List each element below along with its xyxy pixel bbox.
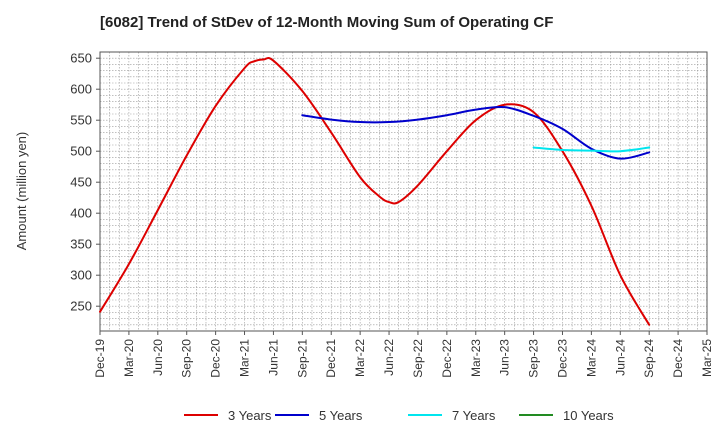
x-tick-label: Mar-23 xyxy=(469,339,483,377)
legend-label: 10 Years xyxy=(563,407,614,423)
chart-title: [6082] Trend of StDev of 12-Month Moving… xyxy=(100,14,554,31)
legend-label: 5 Years xyxy=(319,407,363,423)
y-tick-label: 450 xyxy=(70,175,92,190)
x-tick-label: Dec-21 xyxy=(324,339,338,378)
x-tick-label: Dec-24 xyxy=(671,339,685,378)
legend: 3 Years 5 Years 7 Years 10 Years xyxy=(0,404,720,426)
x-tick-label: Jun-22 xyxy=(382,339,396,376)
x-tick-label: Mar-25 xyxy=(700,339,714,377)
legend-swatch xyxy=(408,414,442,416)
series-line-3-years xyxy=(99,56,651,326)
y-tick-label: 600 xyxy=(70,82,92,97)
x-tick-label: Dec-22 xyxy=(440,339,454,378)
chart-plot: 250 300 350 400 450 500 550 600 650 Dec-19 Mar-20 J… xyxy=(70,51,714,378)
legend-swatch xyxy=(275,414,309,416)
x-tick-label: Jun-23 xyxy=(498,339,512,376)
legend-label: 3 Years xyxy=(228,407,272,423)
x-tick-label: Sep-24 xyxy=(642,339,656,378)
x-tick-label: Mar-21 xyxy=(238,339,252,377)
plot-frame xyxy=(99,51,708,332)
y-tick-label: 550 xyxy=(70,113,92,128)
x-tick-label: Sep-22 xyxy=(411,339,425,378)
y-tick-label: 350 xyxy=(70,237,92,252)
x-tick-label: Dec-23 xyxy=(555,339,569,378)
x-tick-label: Sep-23 xyxy=(527,339,541,378)
y-tick-label: 250 xyxy=(70,299,92,314)
legend-swatch xyxy=(519,414,553,416)
legend-item-5-years: 5 Years xyxy=(275,404,362,426)
x-tick-label: Sep-21 xyxy=(295,339,309,378)
y-tick-label: 500 xyxy=(70,144,92,159)
x-tick-label: Mar-24 xyxy=(584,339,598,377)
y-tick-label: 300 xyxy=(70,268,92,283)
x-tick-label: Sep-20 xyxy=(180,339,194,378)
x-tick-label: Mar-22 xyxy=(353,339,367,377)
legend-swatch xyxy=(184,414,218,416)
legend-label: 7 Years xyxy=(452,407,496,423)
y-tick-label: 400 xyxy=(70,206,92,221)
y-tick-label: 650 xyxy=(70,51,92,66)
series-line-7-years xyxy=(532,146,651,153)
x-tick-label: Mar-20 xyxy=(122,339,136,377)
legend-item-10-years: 10 Years xyxy=(519,404,614,426)
x-tick-label: Jun-24 xyxy=(613,339,627,376)
x-tick-label: Dec-20 xyxy=(209,339,223,378)
x-tick-label: Jun-21 xyxy=(266,339,280,376)
legend-item-3-years: 3 Years xyxy=(184,404,271,426)
legend-item-7-years: 7 Years xyxy=(408,404,495,426)
x-tick-label: Dec-19 xyxy=(93,339,107,378)
x-tick-label: Jun-20 xyxy=(151,339,165,376)
series-line-5-years xyxy=(301,105,651,160)
